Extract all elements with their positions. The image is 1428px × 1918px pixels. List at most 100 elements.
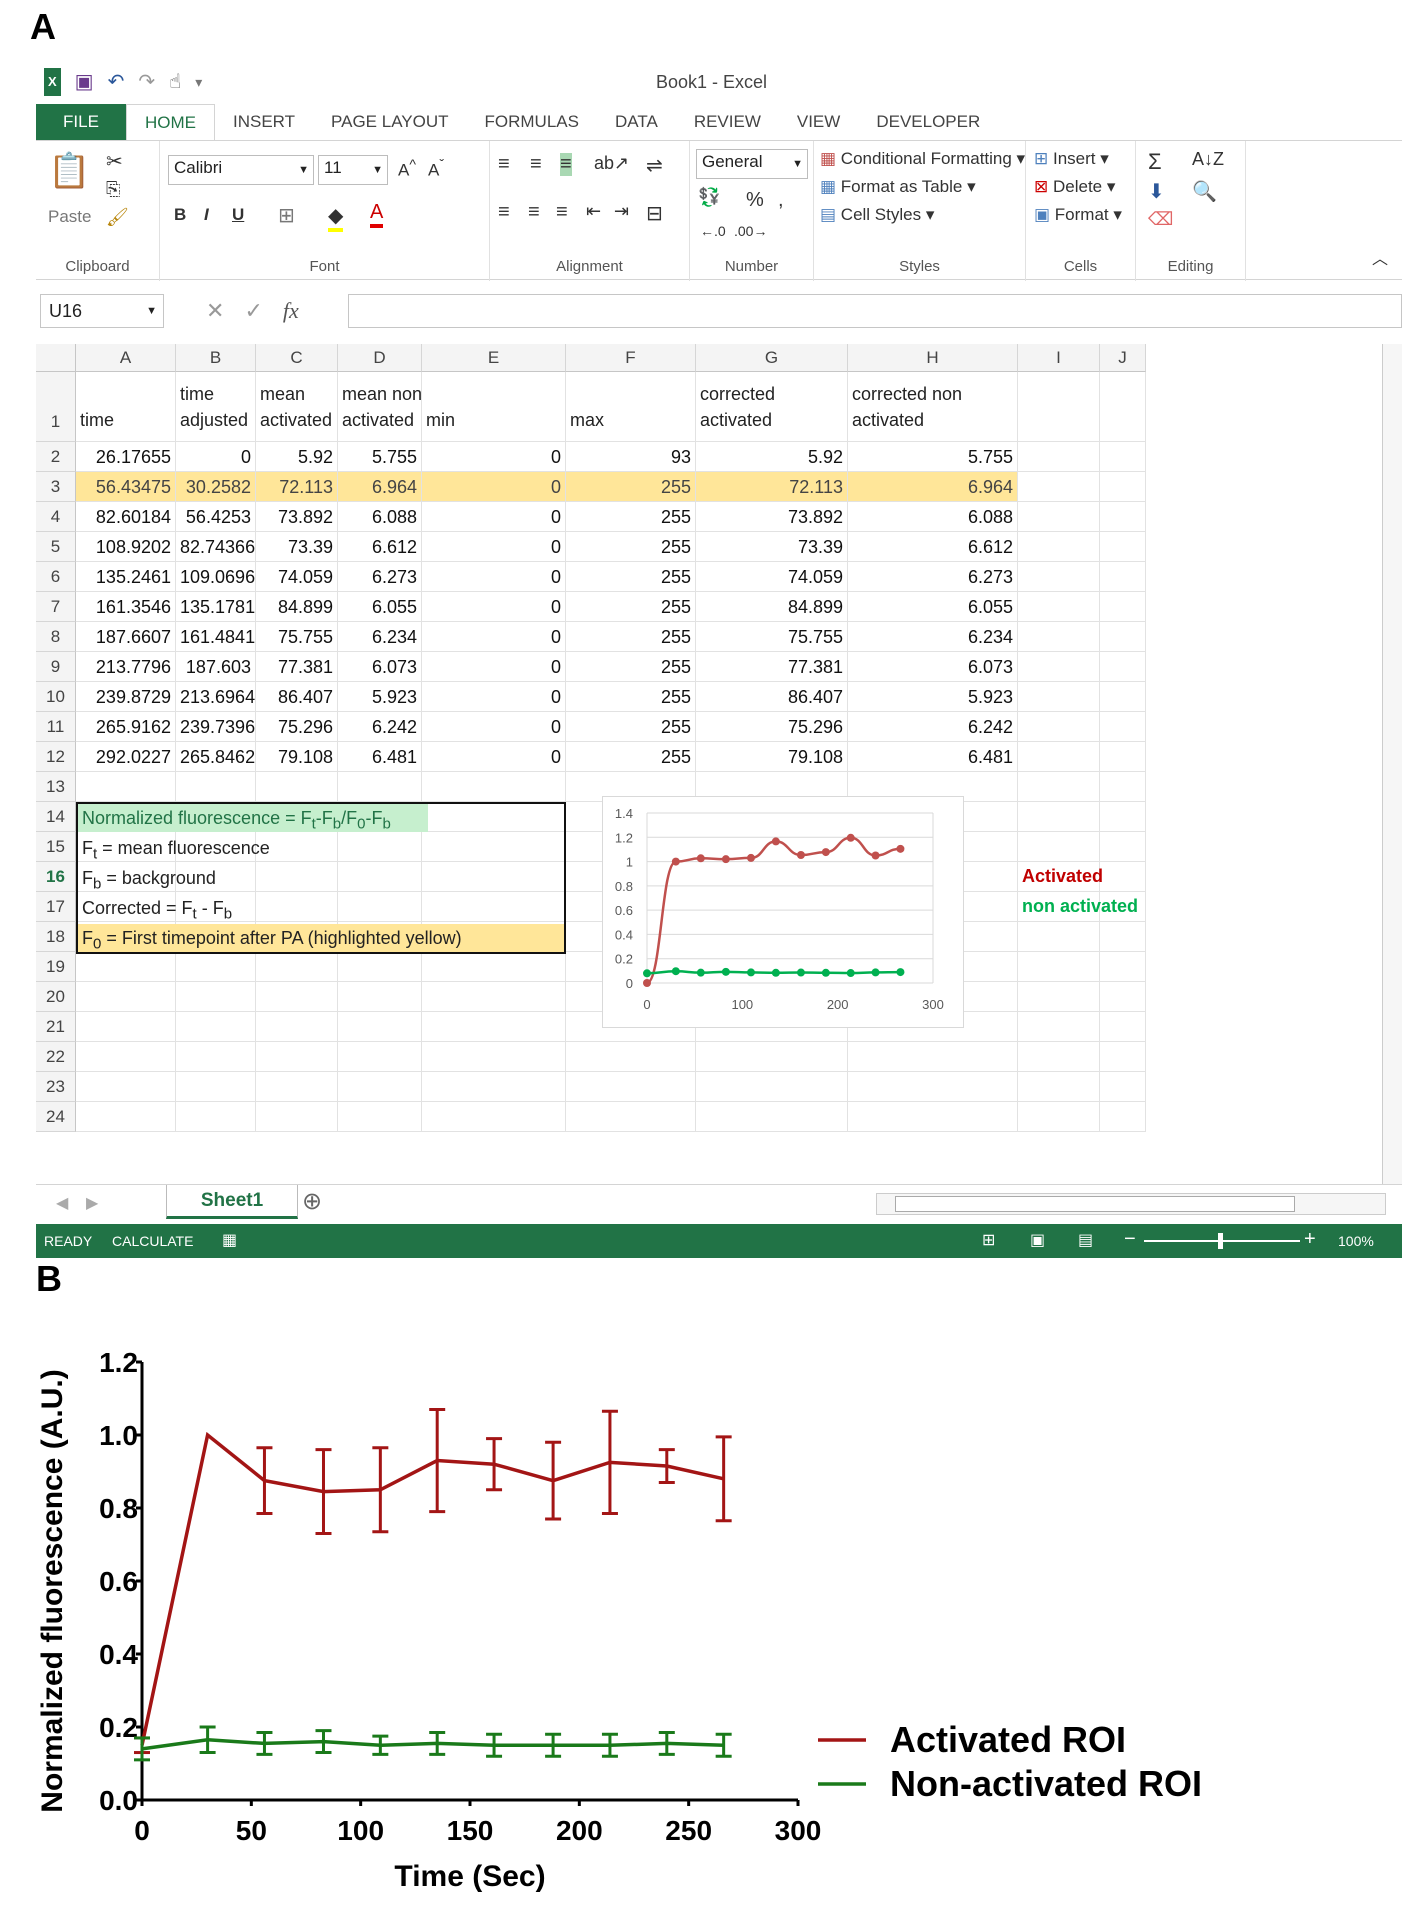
grid-cell[interactable] (422, 1042, 566, 1072)
undo-icon[interactable]: ↶ (107, 71, 125, 93)
row-header-15[interactable]: 15 (36, 832, 76, 862)
grid-cell[interactable] (76, 1042, 176, 1072)
grid-cell[interactable] (176, 862, 256, 892)
grid-cell[interactable] (422, 952, 566, 982)
grid-cell[interactable] (566, 1072, 696, 1102)
zoom-in-icon[interactable]: + (1304, 1228, 1316, 1250)
enter-icon[interactable]: ✓ (244, 298, 263, 323)
autosum-button[interactable]: Σ (1148, 149, 1162, 174)
accounting-format-icon[interactable]: 💱 (698, 187, 721, 207)
tab-page-layout[interactable]: PAGE LAYOUT (331, 112, 449, 131)
grid-cell[interactable] (696, 1042, 848, 1072)
column-header-d[interactable]: D (338, 344, 422, 372)
grid-cell[interactable] (1018, 622, 1100, 652)
sort-filter-icon[interactable]: A↓Z (1192, 149, 1225, 169)
grid-cell[interactable] (1018, 1012, 1100, 1042)
grid-cell[interactable] (848, 1072, 1018, 1102)
grid-cell[interactable] (422, 372, 566, 442)
sheet-tab-sheet1[interactable]: Sheet1 (166, 1185, 298, 1219)
grid-cell[interactable] (422, 982, 566, 1012)
paste-icon[interactable]: 📋 (48, 152, 91, 190)
fill-icon[interactable]: ⬇ (1148, 181, 1165, 203)
grid-cell[interactable] (1018, 712, 1100, 742)
grid-cell[interactable] (1100, 952, 1146, 982)
grid-cell[interactable] (176, 892, 256, 922)
grid-cell[interactable] (1100, 652, 1146, 682)
touch-mode-icon[interactable]: ☝ (169, 71, 182, 93)
grid-cell[interactable] (76, 862, 176, 892)
vertical-scrollbar[interactable] (1382, 344, 1402, 1184)
decrease-decimal-icon[interactable]: .00→ (734, 223, 768, 239)
grid-cell[interactable] (1018, 562, 1100, 592)
name-box[interactable]: U16 ▼ (40, 294, 164, 328)
grid-cell[interactable] (338, 982, 422, 1012)
increase-decimal-icon[interactable]: ←.0 (700, 223, 726, 239)
grid-cell[interactable] (256, 1042, 338, 1072)
wrap-text-icon[interactable]: ⇌ (646, 155, 663, 177)
grid-cell[interactable] (176, 1012, 256, 1042)
row-header-18[interactable]: 18 (36, 922, 76, 952)
grid-cell[interactable] (848, 1012, 1018, 1042)
column-header-i[interactable]: I (1018, 344, 1100, 372)
grid-cell[interactable] (338, 832, 422, 862)
grid-cell[interactable] (696, 1072, 848, 1102)
copy-icon[interactable]: ⎘ (106, 179, 121, 199)
grid-cell[interactable] (422, 1102, 566, 1132)
shrink-font-icon[interactable]: Aˇ (428, 157, 445, 180)
grid-cell[interactable] (1100, 592, 1146, 622)
grid-cell[interactable] (1018, 1042, 1100, 1072)
grid-cell[interactable] (176, 952, 256, 982)
grid-cell[interactable] (256, 982, 338, 1012)
embedded-chart-a[interactable]: 0 0.2 0.4 0.6 0.8 1 1.2 1.4 0 100 200 300 (602, 796, 964, 1028)
grid-cell[interactable] (338, 1042, 422, 1072)
row-header-16[interactable]: 16 (36, 862, 76, 892)
grid-cell[interactable] (338, 372, 422, 442)
row-header-12[interactable]: 12 (36, 742, 76, 772)
row-header-7[interactable]: 7 (36, 592, 76, 622)
grid-cell[interactable] (176, 1072, 256, 1102)
grid-cell[interactable] (338, 772, 422, 802)
grid-cell[interactable] (1018, 532, 1100, 562)
column-header-c[interactable]: C (256, 344, 338, 372)
grid-cell[interactable] (1100, 472, 1146, 502)
macro-record-icon[interactable]: ▦ (222, 1232, 238, 1249)
font-color-icon[interactable]: A (370, 201, 384, 228)
grid-cell[interactable] (1100, 892, 1146, 922)
row-header-13[interactable]: 13 (36, 772, 76, 802)
row-header-2[interactable]: 2 (36, 442, 76, 472)
grid-cell[interactable] (1100, 1042, 1146, 1072)
grid-cell[interactable] (256, 862, 338, 892)
grid-cell[interactable] (256, 832, 338, 862)
zoom-out-icon[interactable]: − (1124, 1228, 1136, 1250)
tab-home[interactable]: HOME (126, 104, 215, 140)
align-right-icon[interactable]: ≡ (556, 201, 568, 223)
page-break-view-icon[interactable]: ▤ (1078, 1232, 1094, 1249)
grid-cell[interactable] (256, 372, 338, 442)
row-header-23[interactable]: 23 (36, 1072, 76, 1102)
grid-cell[interactable] (1018, 892, 1100, 922)
grid-cell[interactable] (1018, 502, 1100, 532)
decrease-indent-icon[interactable]: ⇤ (586, 201, 602, 221)
conditional-formatting-button[interactable]: ▦ Conditional Formatting ▾ (820, 149, 1026, 168)
insert-function-button[interactable]: fx (282, 298, 299, 323)
grid-cell[interactable] (76, 832, 176, 862)
grid-cell[interactable] (338, 892, 422, 922)
grid-cell[interactable] (1100, 862, 1146, 892)
row-header-6[interactable]: 6 (36, 562, 76, 592)
row-header-14[interactable]: 14 (36, 802, 76, 832)
grid-cell[interactable] (1018, 952, 1100, 982)
find-select-icon[interactable]: 🔍 (1192, 181, 1217, 203)
grid-cell[interactable] (422, 1012, 566, 1042)
merge-center-icon[interactable]: ⊟ (646, 203, 663, 225)
borders-icon[interactable]: ⊞ (278, 205, 295, 227)
grid-cell[interactable] (76, 372, 176, 442)
grid-cell[interactable] (1100, 532, 1146, 562)
grid-cell[interactable] (338, 862, 422, 892)
grid-cell[interactable] (1100, 372, 1146, 442)
grid-cell[interactable] (176, 1042, 256, 1072)
align-center-icon[interactable]: ≡ (528, 201, 540, 223)
column-header-b[interactable]: B (176, 344, 256, 372)
scroll-right-sheet-icon[interactable]: ▶ (86, 1195, 99, 1212)
grid-cell[interactable] (176, 372, 256, 442)
column-header-e[interactable]: E (422, 344, 566, 372)
